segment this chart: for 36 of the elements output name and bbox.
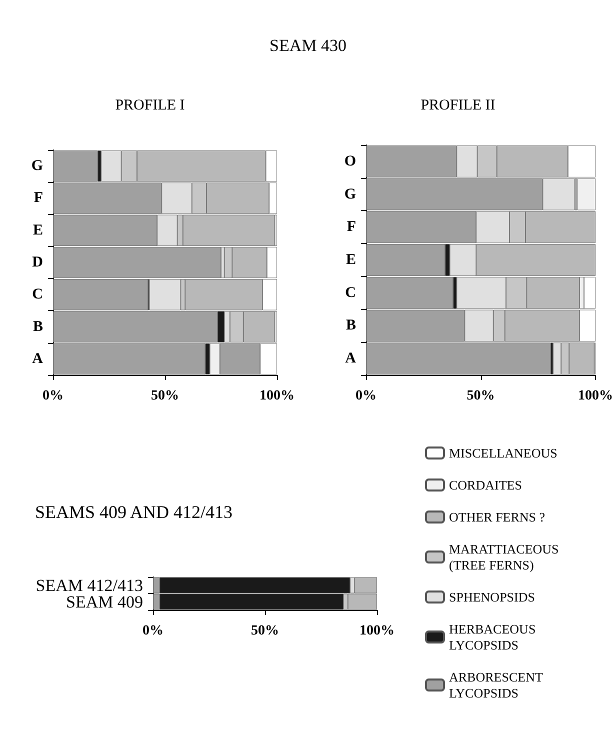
- y-tick-label: E: [32, 222, 43, 238]
- legend-label: SPHENOPSIDS: [449, 590, 535, 604]
- y-tick-label: E: [346, 252, 356, 268]
- legend-label: HERBACEOUS LYCOPSIDS: [449, 622, 539, 652]
- legend-label: MISCELLANEOUS: [449, 446, 558, 460]
- y-tick-label: B: [346, 318, 356, 334]
- legend-label: ARBORESCENT LYCOPSIDS: [449, 670, 546, 700]
- y-tick-label: F: [34, 190, 43, 206]
- x-tick-label: 50%: [251, 624, 279, 638]
- x-tick-label: 0%: [356, 388, 376, 404]
- y-tick-label: G: [344, 186, 356, 202]
- legend-label: MARATTIACEOUS (TREE FERNS): [449, 542, 562, 572]
- y-tick-label: SEAM 412/413: [36, 576, 143, 595]
- x-tick-label: 50%: [151, 388, 179, 404]
- chart-title: SEAMS 409 AND 412/413: [35, 502, 233, 522]
- y-tick-label: A: [32, 350, 44, 367]
- x-tick-label: 50%: [466, 388, 495, 404]
- y-tick-label: SEAM 409: [66, 592, 143, 612]
- y-tick-label: C: [32, 286, 43, 303]
- text: SEAM 430: [268, 36, 348, 56]
- y-tick-label: F: [346, 219, 356, 236]
- y-tick-label: A: [345, 350, 356, 367]
- legend-label: OTHER FERNS ?: [449, 510, 546, 524]
- x-tick-label: 0%: [42, 388, 64, 404]
- x-tick-label: 100%: [360, 624, 394, 638]
- y-tick-label: O: [344, 153, 356, 170]
- chart-title: PROFILE I: [115, 98, 185, 114]
- y-tick-label: B: [32, 318, 43, 335]
- x-tick-label: 0%: [142, 624, 164, 638]
- y-tick-label: G: [31, 158, 44, 174]
- chart-title: PROFILE II: [420, 98, 496, 114]
- y-tick-label: C: [345, 284, 356, 301]
- y-tick-label: D: [32, 254, 44, 270]
- x-tick-label: 100%: [260, 388, 294, 404]
- x-tick-label: 100%: [578, 388, 613, 404]
- legend-label: CORDAITES: [449, 478, 522, 492]
